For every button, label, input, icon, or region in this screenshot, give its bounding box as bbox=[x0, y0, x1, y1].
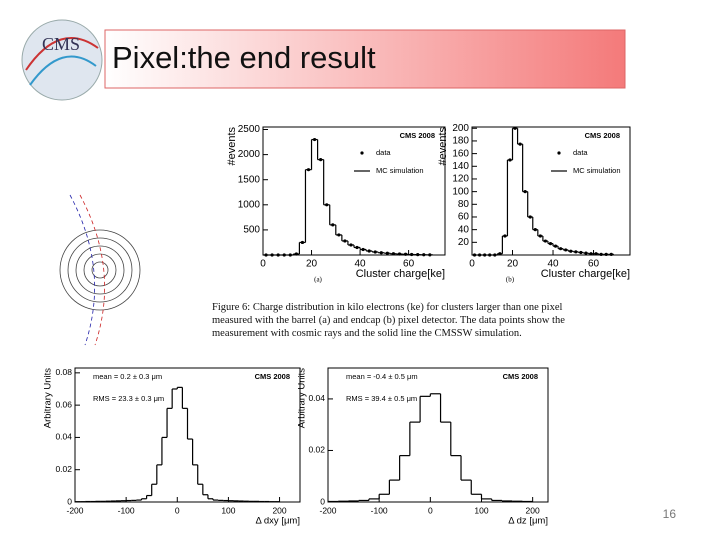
x-tick-label: -100 bbox=[118, 505, 135, 515]
page-number: 16 bbox=[663, 507, 677, 521]
figure-caption: Figure 6: Charge distribution in kilo el… bbox=[212, 302, 568, 339]
logo: CMS bbox=[21, 19, 103, 101]
x-tick-label: 20 bbox=[507, 259, 519, 270]
x-tick-label: -100 bbox=[371, 505, 388, 515]
x-tick-label: 40 bbox=[355, 259, 367, 270]
y-axis-label: Arbitrary Units bbox=[43, 368, 54, 428]
legend-label: data bbox=[573, 148, 588, 157]
x-tick-label: 100 bbox=[221, 505, 235, 515]
y-tick-label: 2500 bbox=[238, 124, 261, 135]
plot-annotation: RMS = 23.3 ± 0.3 μm bbox=[93, 394, 164, 403]
x-axis-label: Δ dxy [μm] bbox=[255, 516, 300, 527]
y-tick-label: 0.04 bbox=[308, 393, 325, 403]
y-tick-label: 180 bbox=[452, 136, 469, 147]
plot-annotation: CMS 2008 bbox=[255, 372, 290, 381]
y-tick-label: 160 bbox=[452, 148, 469, 159]
y-tick-label: 0.02 bbox=[308, 445, 325, 455]
y-tick-label: 2000 bbox=[238, 149, 261, 160]
y-axis-label: #events bbox=[226, 127, 238, 166]
x-tick-label: 100 bbox=[474, 505, 488, 515]
y-tick-label: 0.04 bbox=[55, 432, 72, 442]
slide-title: Pixel:the end result bbox=[112, 40, 376, 75]
title-box bbox=[104, 29, 626, 89]
y-tick-label: 0.02 bbox=[55, 464, 72, 474]
legend-label: MC simulation bbox=[573, 166, 621, 175]
plot-annotation: CMS 2008 bbox=[400, 131, 435, 140]
y-tick-label: 1500 bbox=[238, 174, 261, 185]
x-tick-label: 200 bbox=[272, 505, 286, 515]
y-tick-label: 120 bbox=[452, 174, 469, 185]
detector-sketch bbox=[59, 194, 141, 346]
legend-label: data bbox=[376, 148, 391, 157]
y-tick-label: 60 bbox=[458, 212, 470, 223]
y-axis-label: #events bbox=[437, 127, 449, 166]
svg-text:CMS: CMS bbox=[42, 34, 80, 54]
x-axis-label: Cluster charge[ke] bbox=[356, 268, 445, 280]
x-tick-label: 0 bbox=[428, 505, 433, 515]
panel-label: (b) bbox=[506, 276, 515, 284]
plot-annotation: RMS = 39.4 ± 0.5 μm bbox=[346, 394, 417, 403]
plot-frame bbox=[327, 367, 549, 503]
legend-label: MC simulation bbox=[376, 166, 424, 175]
plot: -200 -100 0 100 200 0 0.02 0.04 0.06 0.08 Δ dxy [μ… bbox=[43, 367, 301, 527]
y-tick-label: 40 bbox=[458, 224, 470, 235]
plot-annotation: mean = -0.4 ± 0.5 μm bbox=[346, 372, 418, 381]
x-axis-label: Cluster charge[ke] bbox=[541, 268, 630, 280]
y-tick-label: 100 bbox=[452, 186, 469, 197]
x-tick-label: 60 bbox=[403, 259, 415, 270]
y-axis-label: Arbitrary Units bbox=[297, 368, 308, 428]
plot: 0 20 40 6020406080100120140160180200Cluster… bbox=[437, 123, 631, 284]
y-tick-label: 0 bbox=[67, 496, 72, 506]
y-tick-label: 500 bbox=[243, 225, 260, 236]
x-tick-label: -200 bbox=[66, 505, 83, 515]
x-tick-label: 20 bbox=[306, 259, 318, 270]
plot-annotation: CMS 2008 bbox=[585, 131, 620, 140]
x-axis-label: Δ dz [μm] bbox=[508, 516, 548, 527]
legend-marker bbox=[360, 151, 364, 155]
plot: -200 -100 0 100 200 0 0.02 0.04 Δ dz [μm] Arbitra… bbox=[297, 367, 549, 527]
y-tick-label: 20 bbox=[458, 237, 470, 248]
x-tick-label: 0 bbox=[469, 259, 475, 270]
x-tick-label: 40 bbox=[547, 259, 559, 270]
x-tick-label: 200 bbox=[526, 505, 540, 515]
y-tick-label: 0.08 bbox=[55, 367, 72, 377]
x-tick-label: -200 bbox=[319, 505, 336, 515]
caption-text: Figure 6: Charge distribution in kilo el… bbox=[212, 302, 568, 339]
y-tick-label: 1000 bbox=[238, 199, 261, 210]
legend-marker bbox=[557, 151, 561, 155]
panel-label: (a) bbox=[314, 276, 322, 284]
y-tick-label: 0.06 bbox=[55, 399, 72, 409]
x-tick-label: 0 bbox=[260, 259, 266, 270]
y-tick-label: 0 bbox=[320, 496, 325, 506]
plot-annotation: CMS 2008 bbox=[503, 372, 538, 381]
y-tick-label: 140 bbox=[452, 161, 469, 172]
y-tick-label: 200 bbox=[452, 123, 469, 134]
y-tick-label: 80 bbox=[458, 199, 470, 210]
plot-frame bbox=[471, 126, 631, 256]
plot: 0 20 40 60 500 1000 1500 2000 2500 Cluster charge… bbox=[226, 124, 446, 284]
x-tick-label: 60 bbox=[588, 259, 600, 270]
plot-frame bbox=[262, 126, 446, 256]
plot-annotation: mean = 0.2 ± 0.3 μm bbox=[93, 372, 162, 381]
x-tick-label: 0 bbox=[175, 505, 180, 515]
